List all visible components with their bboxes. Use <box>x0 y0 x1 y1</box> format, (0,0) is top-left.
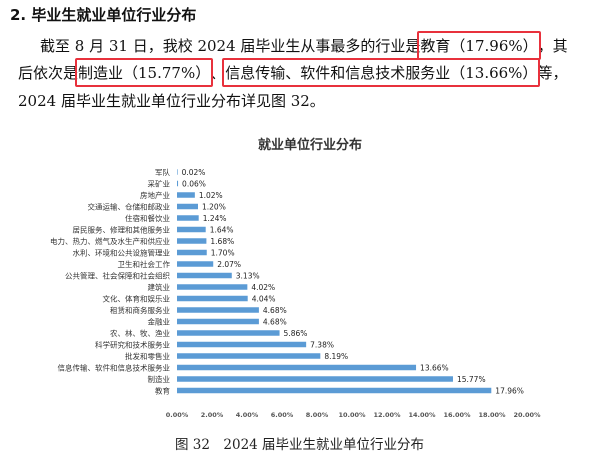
bar <box>177 376 453 382</box>
data-label: 4.68% <box>263 306 287 315</box>
data-label: 1.20% <box>202 203 226 212</box>
bar <box>177 180 179 187</box>
x-tick-label: 8.00% <box>306 411 329 419</box>
category-label: 信息传输、软件和信息技术服务业 <box>58 363 171 373</box>
category-label: 教育 <box>155 386 170 396</box>
data-label: 4.02% <box>251 283 275 292</box>
bar <box>177 249 207 256</box>
bar <box>177 192 195 198</box>
bar <box>177 272 232 279</box>
bar <box>177 226 206 233</box>
category-label: 电力、热力、燃气及水生产和供应业 <box>50 236 170 246</box>
data-label: 15.77% <box>457 375 486 384</box>
data-label: 1.70% <box>211 249 235 258</box>
category-label: 公共管理、社会保障和社会组织 <box>65 271 170 281</box>
data-label: 5.86% <box>284 329 308 338</box>
data-label: 4.04% <box>252 295 276 304</box>
bar <box>177 169 178 175</box>
paragraph-line-2: 后依次是制造业（15.77%）、信息传输、软件和信息技术服务业（13.66%）等… <box>18 58 568 87</box>
highlight-it-services: 信息传输、软件和信息技术服务业（13.66%） <box>222 58 541 87</box>
highlight-education: 教育（17.96%） <box>417 31 541 60</box>
data-label: 8.19% <box>324 352 348 361</box>
category-label: 金融业 <box>148 317 171 327</box>
data-label: 0.02% <box>182 168 206 177</box>
x-tick-label: 12.00% <box>373 411 401 419</box>
data-label: 1.02% <box>199 191 223 200</box>
category-label: 建筑业 <box>148 282 171 292</box>
category-label: 科学研究和技术服务业 <box>95 340 170 350</box>
data-label: 0.06% <box>182 180 206 189</box>
data-label: 1.64% <box>210 226 234 235</box>
x-tick-label: 6.00% <box>271 411 294 419</box>
bar <box>177 238 207 244</box>
category-label: 卫生和社会工作 <box>118 259 171 269</box>
data-label: 1.68% <box>210 237 234 246</box>
bar <box>177 364 417 371</box>
paragraph-text: ，其 <box>537 37 568 55</box>
bar <box>177 353 321 359</box>
category-label: 农、林、牧、渔业 <box>110 328 170 338</box>
x-tick-label: 0.00% <box>166 411 189 419</box>
bar <box>177 330 280 336</box>
data-label: 3.13% <box>236 272 260 281</box>
highlight-manufacturing: 制造业（15.77%） <box>75 58 214 87</box>
category-label: 住宿和餐饮业 <box>125 213 170 223</box>
x-tick-label: 20.00% <box>513 411 541 419</box>
category-label: 房地产业 <box>140 190 170 200</box>
x-tick-label: 16.00% <box>443 411 471 419</box>
bar <box>177 284 248 290</box>
bar <box>177 318 259 325</box>
section-heading: 2. 毕业生就业单位行业分布 <box>10 6 197 24</box>
bar <box>177 295 248 302</box>
data-label: 13.66% <box>420 364 449 373</box>
data-label: 1.24% <box>203 214 227 223</box>
data-label: 4.68% <box>263 318 287 327</box>
paragraph-text: 等， <box>537 64 568 82</box>
x-tick-label: 2.00% <box>201 411 224 419</box>
x-tick-label: 14.00% <box>408 411 436 419</box>
x-tick-label: 18.00% <box>478 411 506 419</box>
x-tick-label: 4.00% <box>236 411 259 419</box>
category-label: 采矿业 <box>148 179 171 189</box>
category-label: 租赁和商务服务业 <box>110 305 170 315</box>
paragraph-line-1: 截至 8 月 31 日，我校 2024 届毕业生从事最多的行业是教育（17.96… <box>40 31 568 60</box>
figure-caption: 图 32 2024 届毕业生就业单位行业分布 <box>174 437 425 453</box>
chart-title: 就业单位行业分布 <box>258 137 362 153</box>
bar <box>177 215 199 221</box>
category-label: 交通运输、仓储和邮政业 <box>88 202 171 212</box>
data-label: 2.07% <box>217 260 241 269</box>
data-label: 7.38% <box>310 341 334 350</box>
category-label: 批发和零售业 <box>125 351 170 361</box>
data-label: 17.96% <box>495 387 524 396</box>
paragraph-line-3: 2024 届毕业生就业单位行业分布详见图 32。 <box>18 92 325 110</box>
category-label: 军队 <box>155 168 170 177</box>
category-label: 水利、环境和公共设施管理业 <box>73 248 171 258</box>
paragraph-text: 、 <box>210 64 226 82</box>
category-label: 文化、体育和娱乐业 <box>103 294 171 304</box>
category-label: 制造业 <box>148 374 171 384</box>
bar <box>177 341 307 348</box>
bar <box>177 387 492 394</box>
x-tick-label: 10.00% <box>338 411 366 419</box>
category-label: 居民服务、修理和其他服务业 <box>73 225 171 235</box>
bar <box>177 203 198 210</box>
bar <box>177 261 214 267</box>
bar <box>177 307 259 313</box>
paragraph-text: 后依次是 <box>18 64 79 82</box>
paragraph-text: 截至 8 月 31 日，我校 2024 届毕业生从事最多的行业是 <box>40 37 421 55</box>
